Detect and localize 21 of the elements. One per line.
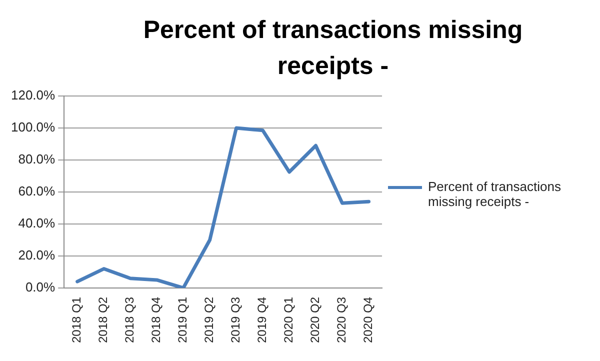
y-tick-label: 20.0% [18,248,56,263]
y-tick-label: 120.0% [10,88,56,103]
y-tick-label: 0.0% [25,280,56,295]
x-tick-label: 2018 Q4 [149,296,164,344]
y-tick-label: 100.0% [10,120,56,135]
y-tick-label: 80.0% [18,152,56,167]
y-tick-label: 40.0% [18,216,56,231]
x-tick-label: 2020 Q4 [361,296,376,344]
x-tick-label: 2020 Q2 [308,296,322,344]
x-tick-label: 2020 Q3 [334,296,349,344]
x-tick-label: 2018 Q2 [96,296,110,344]
y-tick-label: 60.0% [18,184,56,199]
x-tick-label: 2019 Q1 [176,296,190,344]
x-tick-label: 2019 Q2 [202,296,216,344]
x-tick-label: 2019 Q3 [228,296,243,344]
x-tick-label: 2019 Q4 [255,296,270,344]
x-tick-label: 2020 Q1 [282,296,296,344]
x-tick-label: 2018 Q1 [70,296,84,344]
x-tick-label: 2018 Q3 [122,296,137,344]
legend-label: Percent of transactions missing receipts - [428,179,562,209]
chart-title: Percent of transactions missing receipts - [142,15,524,82]
